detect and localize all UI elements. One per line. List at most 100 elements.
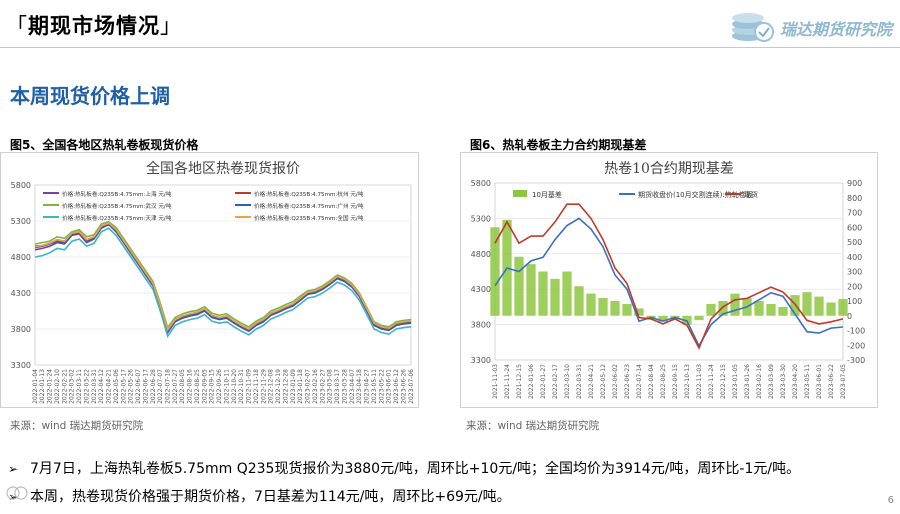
y-right-tick-label: 400 [847,253,862,262]
bullet-item: ➢ 本周，热卷现货价格强于期货价格，7日基差为114元/吨，周环比+69元/吨。 [8,486,888,514]
y-tick-label: 4300 [471,285,491,294]
x-tick-label: 2022-09-05 [201,369,208,404]
series-line [34,222,412,333]
y-tick-label: 5300 [471,214,491,223]
x-tick-label: 2022-01-24 [47,369,54,404]
y-tick-label: 5800 [11,181,31,190]
y-right-tick-label: 300 [847,268,862,277]
x-tick-label: 2023-06-01 [816,364,823,399]
bullet-item: ➢ 7月7日，上海热轧卷板5.75mm Q235现货报价为3880元/吨，周环比… [8,458,888,486]
x-tick-label: 2023-04-18 [356,369,363,404]
x-tick-label: 2022-07-07 [157,369,164,404]
x-tick-label: 2022-12-08 [268,369,275,404]
x-tick-label: 2022-03-10 [564,364,571,399]
x-tick-label: 2023-01-09 [290,369,297,404]
slide-title: 「期现市场情况」 [6,10,182,40]
y-tick-label: 4300 [11,289,31,298]
x-tick-label: 2023-05-11 [804,364,811,399]
x-tick-label: 2022-05-06 [113,369,120,404]
x-tick-label: 2023-06-12 [393,369,400,404]
chart-title: 热卷10合约期现基差 [604,160,734,177]
x-tick-label: 2022-06-28 [150,369,157,404]
x-tick-label: 2022-09-15 [209,369,216,404]
x-tick-label: 2022-12-15 [720,364,727,399]
x-tick-label: 2023-04-20 [792,364,799,399]
basis-bar [490,227,500,316]
series-line [34,222,412,332]
basis-bar [802,292,812,316]
watermark-icon [6,486,28,500]
x-tick-label: 2021-11-03 [492,364,499,399]
header-divider [0,47,900,48]
bullet-arrow-icon: ➢ [8,490,19,504]
x-tick-label: 2023-05-11 [371,369,378,404]
x-tick-label: 2022-06-02 [612,364,619,399]
legend-label: 现货 [744,190,758,199]
chart-panel-basis: 热卷10合约期现基差 3300 3800 4300 4800 5300 5800 -300 -2… [460,152,878,408]
figure5-source: 来源：wind 瑞达期货研究院 [10,420,144,432]
x-tick-label: 2023-02-16 [312,369,319,404]
coin-stack-icon [732,13,774,42]
page-number: 6 [887,495,894,506]
basis-bar [706,303,716,316]
x-tick-label: 2022-02-10 [54,369,61,404]
basis-bar [658,315,668,322]
x-tick-label: 2023-07-06 [408,369,415,404]
x-tick-label: 2023-01-18 [297,369,304,404]
basis-bar [694,315,704,321]
y-right-tick-label: 200 [847,282,862,291]
x-tick-label: 2022-05-17 [120,369,127,404]
series-line [34,227,412,339]
chart-panel-regional-prices: 全国各地区热卷现货报价 3300 3800 4300 4800 5300 5800 2022-… [0,152,419,408]
basis-bar [682,315,692,325]
basis-bar [562,271,572,316]
x-tick-label: 2022-03-22 [83,369,90,404]
x-tick-label: 2022-01-13 [39,369,46,404]
y-tick-label: 3300 [11,361,31,370]
summary-bullets: ➢ 7月7日，上海热轧卷板5.75mm Q235现货报价为3880元/吨，周环比… [8,458,888,514]
y-right-tick-label: 0 [847,312,852,321]
basis-bar [550,278,560,316]
basis-bar [574,286,584,316]
x-tick-label: 2023-05-22 [378,369,385,404]
x-tick-label: 2022-11-03 [696,364,703,399]
x-tick-label: 2022-07-14 [636,364,643,399]
y-right-tick-label: -100 [847,327,865,336]
x-tick-label: 2022-09-15 [672,364,679,399]
x-tick-label: 2022-06-17 [142,369,149,404]
x-tick-label: 2022-03-31 [91,369,98,404]
basis-bar [598,298,608,316]
y-right-tick-label: 100 [847,297,862,306]
basis-bar [826,302,836,316]
company-logo: 瑞达期货研究院 [728,6,898,46]
title-bracket-close: 」 [160,14,182,38]
x-tick-label: 2022-12-19 [275,369,282,404]
x-tick-label: 2022-01-06 [528,364,535,399]
x-tick-label: 2023-06-26 [400,369,407,404]
logo-text: 瑞达期货研究院 [780,20,893,39]
legend-label: 价格:热轧板卷:Q235B:4.75mm:杭州 元/吨 [254,190,364,198]
y-right-tick-label: 500 [847,238,862,247]
legend-swatch [513,190,527,197]
x-tick-label: 2022-10-13 [684,364,691,399]
y-right-tick-label: 800 [847,194,862,203]
x-tick-label: 2023-07-05 [840,364,847,399]
x-tick-label: 2023-04-27 [364,369,371,404]
x-tick-label: 2022-10-20 [231,369,238,404]
x-tick-label: 2023-04-07 [349,369,356,404]
basis-bar [718,301,728,316]
y-tick-label: 4800 [471,250,491,259]
basis-bar [730,293,740,316]
bullet-text: 7月7日，上海热轧卷板5.75mm Q235现货报价为3880元/吨，周环比+1… [30,461,801,477]
basis-bar [838,298,848,316]
y-tick-label: 3800 [11,325,31,334]
x-tick-label: 2022-01-04 [32,369,39,404]
basis-bar [526,264,536,316]
basis-bar [622,303,632,316]
y-right-tick-label: 600 [847,223,862,232]
bullet-arrow-icon: ➢ [8,462,19,476]
x-tick-label: 2023-03-17 [334,369,341,404]
y-right-tick-label: 700 [847,209,862,218]
x-tick-label: 2022-07-27 [172,369,179,404]
x-tick-label: 2023-01-26 [744,364,751,399]
